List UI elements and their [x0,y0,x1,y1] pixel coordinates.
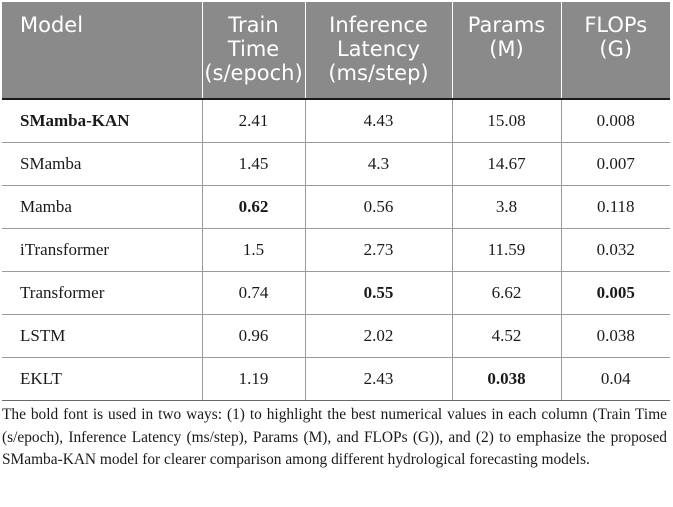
cell-flops: 0.005 [561,271,670,315]
header-params: Params (M) [452,2,562,99]
model-comparison-table: Model Train Time (s/epoch) Inference Lat… [2,2,670,401]
cell-train-time: 2.41 [202,99,306,143]
header-flops: FLOPs (G) [561,2,670,99]
cell-params: 4.52 [452,314,562,358]
cell-model: LSTM [2,314,203,358]
cell-params: 11.59 [452,228,562,272]
cell-model: EKLT [2,357,203,401]
cell-model: Transformer [2,271,203,315]
table-row: LSTM 0.96 2.02 4.52 0.038 [2,314,670,358]
cell-flops: 0.04 [561,357,670,401]
table-row: EKLT 1.19 2.43 0.038 0.04 [2,357,670,401]
cell-params: 0.038 [452,357,562,401]
cell-params: 14.67 [452,142,562,186]
table-row: SMamba-KAN 2.41 4.43 15.08 0.008 [2,99,670,143]
cell-model: SMamba [2,142,203,186]
cell-inference-latency: 0.56 [305,185,453,229]
cell-flops: 0.038 [561,314,670,358]
cell-inference-latency: 0.55 [305,271,453,315]
comparison-table-container: Model Train Time (s/epoch) Inference Lat… [2,2,670,401]
cell-flops: 0.118 [561,185,670,229]
cell-flops: 0.007 [561,142,670,186]
table-row: Mamba 0.62 0.56 3.8 0.118 [2,185,670,229]
cell-train-time: 0.62 [202,185,306,229]
cell-train-time: 1.19 [202,357,306,401]
cell-inference-latency: 2.73 [305,228,453,272]
cell-train-time: 1.45 [202,142,306,186]
cell-inference-latency: 2.43 [305,357,453,401]
header-train-time: Train Time (s/epoch) [202,2,306,99]
header-model: Model [2,2,203,99]
cell-train-time: 1.5 [202,228,306,272]
cell-model: Mamba [2,185,203,229]
cell-inference-latency: 4.43 [305,99,453,143]
table-header-row: Model Train Time (s/epoch) Inference Lat… [2,2,670,99]
cell-train-time: 0.96 [202,314,306,358]
cell-inference-latency: 2.02 [305,314,453,358]
cell-flops: 0.008 [561,99,670,143]
cell-model: iTransformer [2,228,203,272]
cell-inference-latency: 4.3 [305,142,453,186]
table-row: Transformer 0.74 0.55 6.62 0.005 [2,271,670,315]
header-inference-latency: Inference Latency (ms/step) [305,2,453,99]
table-row: iTransformer 1.5 2.73 11.59 0.032 [2,228,670,272]
cell-flops: 0.032 [561,228,670,272]
cell-model: SMamba-KAN [2,99,203,143]
cell-params: 15.08 [452,99,562,143]
cell-params: 3.8 [452,185,562,229]
table-row: SMamba 1.45 4.3 14.67 0.007 [2,142,670,186]
cell-train-time: 0.74 [202,271,306,315]
table-footnote: The bold font is used in two ways: (1) t… [2,406,667,468]
cell-params: 6.62 [452,271,562,315]
